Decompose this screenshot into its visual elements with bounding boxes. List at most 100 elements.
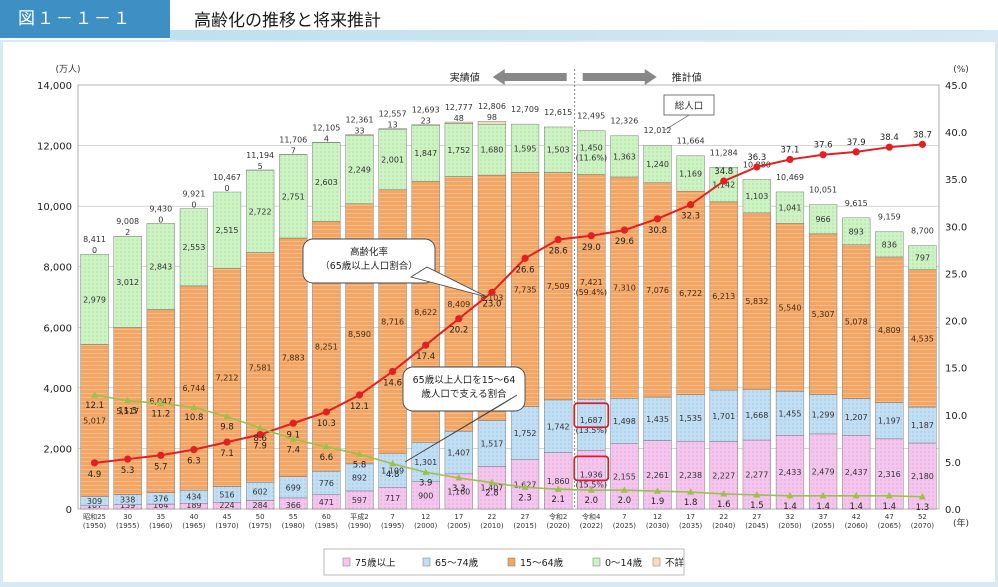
aging-rate-point: [687, 201, 695, 209]
aging-rate-callout-pointer: [409, 266, 488, 298]
bar-segment: [742, 179, 771, 214]
support-ratio-label: 1.3: [916, 503, 930, 513]
x-tick-label: 22: [719, 513, 728, 521]
total-label: 8,700: [911, 227, 934, 236]
total-label: 12,495: [577, 112, 605, 121]
bar-data-label: 5,517: [116, 407, 139, 416]
x-tick-label: 17: [686, 513, 695, 521]
bar-data-label: 1,407: [447, 449, 470, 458]
aging-rate-point: [720, 177, 728, 185]
bar-segment: [113, 327, 142, 495]
support-ratio-point: [422, 468, 430, 475]
aging-rate-label: 6.3: [187, 457, 201, 467]
bar-data-label: 7,212: [216, 373, 239, 382]
support-ratio-callout-pointer: [404, 394, 518, 463]
bar-segment: [113, 236, 142, 328]
bar-data-label: 2,249: [348, 166, 371, 175]
support-ratio-point: [488, 478, 496, 486]
bar-data-label: 8,251: [315, 342, 338, 351]
bar-data-label: 2,433: [779, 468, 802, 477]
aging-rate-point: [355, 391, 364, 399]
aging-rate-point: [455, 315, 463, 323]
bar-data-label: 33: [354, 127, 364, 136]
legend-swatch: [422, 557, 431, 567]
bar-data-label: 4,535: [911, 334, 934, 343]
x-tick-label: 30: [123, 513, 132, 521]
bar-segment: [908, 245, 937, 270]
bar-segment: [444, 431, 473, 475]
x-tick-label: (1965): [182, 522, 206, 530]
support-ratio-label: 2.0: [585, 496, 599, 506]
x-tick-label: 令和2: [549, 512, 567, 521]
legend-swatch: [507, 557, 516, 567]
bar-segment: [709, 441, 738, 510]
bar-data-label: 893: [849, 227, 864, 236]
x-tick-label: (1980): [282, 522, 306, 530]
x-tick-label: (1975): [248, 522, 272, 530]
support-ratio-point: [157, 399, 165, 407]
bar-data-label: 8,590: [348, 330, 371, 339]
support-ratio-label: 1.6: [717, 500, 731, 510]
bar-segment: [378, 128, 407, 190]
total-label: 12,693: [412, 106, 440, 115]
total-label: 9,615: [845, 199, 868, 208]
aging-rate-label: 36.3: [747, 153, 766, 163]
x-tick-label: 平成2: [350, 512, 368, 521]
x-tick-label: 7: [622, 513, 626, 521]
bar-segment: [179, 285, 209, 491]
support-ratio-point: [223, 412, 231, 420]
aging-rate-label: 5.3: [121, 466, 135, 476]
bar-segment: [212, 267, 242, 487]
bar-data-label: 1,860: [547, 477, 570, 486]
aging-rate-label: 38.4: [880, 133, 899, 143]
x-tick-label: (2010): [480, 522, 504, 530]
bar-segment: [908, 269, 937, 408]
aging-rate-line: [94, 143, 923, 464]
bar-data-label: 8,409: [447, 300, 470, 309]
header: 図１－１－１ 高齢化の推移と将来推計: [0, 0, 998, 40]
bar-data-label: 7,076: [646, 286, 669, 295]
population-chart: 0 2,000 4,000 6,000 8,000 10,000 12,000 14,000 0…: [37, 64, 969, 576]
bar-segment: [477, 420, 507, 467]
support-ratio-label: 1.4: [783, 502, 797, 512]
total-pop-label: 総人口: [675, 100, 704, 112]
x-tick-label: 7: [390, 513, 394, 521]
bar-data-label: 7,883: [282, 353, 305, 362]
support-ratio-label: 6.6: [320, 453, 334, 463]
support-ratio-label: 12.1: [85, 401, 104, 411]
total-label: 12,709: [511, 105, 539, 114]
bar-data-label: 966: [815, 215, 830, 224]
aging-rate-point: [157, 451, 165, 459]
total-pop-leader: [664, 114, 690, 131]
bar-data-label: 2,227: [712, 471, 735, 480]
bar-data-label: 602: [252, 487, 267, 496]
x-tick-label: 22: [487, 513, 496, 521]
bar-segment: [80, 344, 109, 497]
aging-rate-callout-text: 高齢化率: [350, 246, 389, 258]
support-ratio-label: 3.3: [452, 484, 466, 494]
bar-data-label: 1,535: [679, 414, 702, 423]
aging-rate-label: 34.8: [714, 167, 733, 177]
bar-data-label: 2,180: [911, 472, 934, 481]
aging-rate-point: [852, 148, 860, 156]
bar-data-label: 1,435: [646, 415, 669, 424]
bar-data-label: 1,450: [580, 144, 603, 153]
bar-segment: [808, 204, 838, 235]
bar-segment: [146, 309, 175, 493]
arrow-left-icon: [492, 69, 567, 85]
total-label: 9,159: [878, 213, 901, 222]
aging-rate-point: [90, 459, 99, 467]
bar-data-label: 699: [286, 483, 301, 492]
bar-data-label: 0: [158, 215, 163, 224]
aging-rate-point: [422, 341, 430, 349]
bar-data-label: 1,142: [712, 181, 735, 190]
bar-data-label: 471: [319, 498, 334, 507]
bar-segment: [676, 190, 705, 395]
total-label: 12,806: [478, 102, 506, 111]
x-tick-label: 42: [852, 513, 861, 521]
bar-data-label: 1,936: [580, 471, 603, 480]
bar-data-label: 2,479: [812, 467, 835, 476]
bar-data-label: 1,742: [547, 422, 570, 431]
support-ratio-point: [620, 486, 628, 493]
aging-rate-label: 37.1: [781, 145, 800, 155]
